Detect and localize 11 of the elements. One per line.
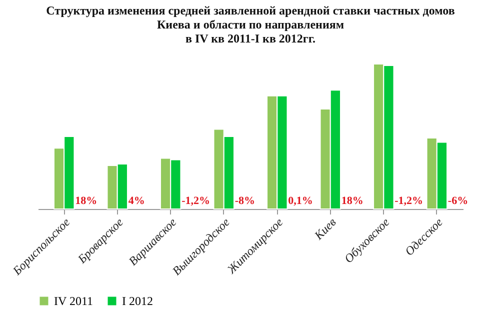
chart-title: Структура изменения средней заявленной арендной ставки частных домов Киева и области по направлениям в IV кв 2011-I кв 2012гг. [46, 4, 456, 46]
annotation: 18% [341, 195, 364, 207]
annotation: 18% [75, 195, 98, 207]
annotation: -1,2% [394, 195, 424, 207]
legend-label: I 2012 [122, 294, 153, 308]
annotation: 4% [128, 195, 145, 207]
annotation: 0,1% [288, 195, 313, 207]
annotation: -6% [448, 195, 468, 207]
legend-label: IV 2011 [54, 294, 93, 308]
annotation: -8% [234, 195, 256, 207]
annotation: -1,2% [182, 195, 210, 207]
